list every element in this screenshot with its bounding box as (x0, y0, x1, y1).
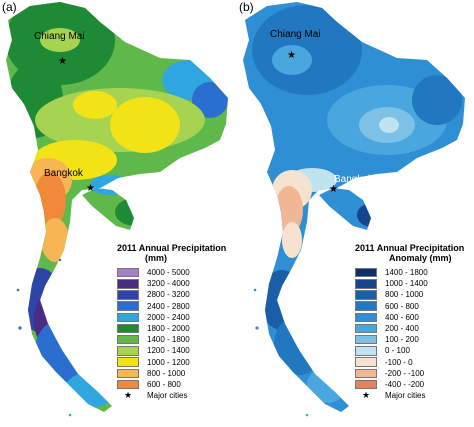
star-icon: ★ (361, 390, 371, 401)
legend-range-label: 2000 - 2400 (147, 312, 190, 322)
legend-row: -200 - -100 (355, 368, 464, 379)
panel-a-precipitation-map: ★ ★ (a) Chiang Mai Bangkok 2011 Annual P… (2, 0, 228, 417)
city-label-chiang-mai-b: Chiang Mai (270, 29, 321, 40)
legend-range-label: 100 - 200 (385, 335, 419, 345)
bangkok-star-a: ★ (86, 183, 95, 194)
legend-row: 100 - 200 (355, 334, 464, 345)
legend-a: 2011 Annual Precipitation (mm) 4000 - 50… (117, 243, 226, 401)
legend-row: -100 - 0 (355, 357, 464, 368)
legend-range-label: -100 - 0 (385, 357, 413, 367)
legend-range-label: -200 - -100 (385, 368, 425, 378)
legend-swatch (117, 301, 139, 311)
legend-row: 1000 - 1400 (355, 278, 464, 289)
legend-swatch (355, 312, 377, 323)
legend-swatch (355, 290, 377, 300)
legend-range-label: 800 - 1000 (385, 290, 424, 300)
legend-row: 2000 - 2400 (117, 312, 226, 323)
legend-swatch (117, 368, 139, 379)
legend-swatch (117, 312, 139, 323)
legend-range-label: 600 - 800 (385, 301, 419, 311)
legend-range-label: 2800 - 3200 (147, 290, 190, 300)
legend-swatch (117, 379, 139, 390)
legend-row: 4000 - 5000 (117, 267, 226, 278)
legend-title-b: 2011 Annual Precipitation Anomaly (mm) (355, 243, 464, 263)
legend-range-label: 1800 - 2000 (147, 324, 190, 334)
star-icon: ★ (123, 390, 133, 401)
legend-swatch (117, 279, 139, 289)
legend-a-major-cities: ★ Major cities (117, 390, 226, 401)
chiang-mai-star-a: ★ (58, 56, 67, 67)
legend-range-label: -400 - -200 (385, 379, 425, 389)
legend-range-label: 600 - 800 (147, 379, 181, 389)
legend-row: 1200 - 1400 (117, 345, 226, 356)
city-label-bangkok-b: Bangkok (334, 174, 373, 185)
legend-range-label: 1400 - 1800 (147, 335, 190, 345)
legend-row: 3200 - 4000 (117, 278, 226, 289)
legend-row: 600 - 800 (117, 379, 226, 390)
legend-row: 1800 - 2000 (117, 323, 226, 334)
legend-row: 200 - 400 (355, 323, 464, 334)
legend-row: 800 - 1000 (355, 289, 464, 300)
legend-range-label: 2400 - 2800 (147, 301, 190, 311)
legend-b-major-cities: ★ Major cities (355, 390, 464, 401)
legend-range-label: 3200 - 4000 (147, 279, 190, 289)
legend-row: 0 - 100 (355, 345, 464, 356)
legend-row: 1000 - 1200 (117, 357, 226, 368)
legend-range-label: 1400 - 1800 (385, 268, 428, 278)
legend-row: 1400 - 1800 (355, 267, 464, 278)
legend-swatch (355, 368, 377, 379)
legend-swatch (355, 267, 377, 278)
map-a-svg: ★ ★ (6, 2, 228, 417)
legend-range-label: 1200 - 1400 (147, 346, 190, 356)
legend-swatch (117, 323, 139, 334)
legend-b: 2011 Annual Precipitation Anomaly (mm) 1… (355, 243, 464, 401)
legend-swatch (117, 267, 139, 278)
legend-range-label: 1000 - 1400 (385, 279, 428, 289)
legend-range-label: 1000 - 1200 (147, 357, 190, 367)
legend-range-label: 800 - 1000 (147, 368, 186, 378)
legend-b-major-cities-label: Major cities (385, 391, 426, 401)
legend-swatch (117, 346, 139, 356)
legend-title-a: 2011 Annual Precipitation (mm) (117, 243, 226, 263)
panel-b-anomaly-map: ★ ★ (b) Chiang Mai Bangkok 2011 Annual P… (237, 0, 474, 427)
legend-swatch (355, 334, 377, 345)
map-b-svg: ★ ★ (243, 2, 465, 417)
bangkok-star-b: ★ (329, 184, 338, 195)
legend-swatch (117, 357, 139, 367)
legend-swatch (355, 301, 377, 311)
panel-letter-a: (a) (2, 0, 17, 14)
legend-row: 800 - 1000 (117, 368, 226, 379)
panel-letter-b: (b) (239, 0, 254, 14)
legend-swatch (355, 279, 377, 289)
legend-range-label: 400 - 600 (385, 312, 419, 322)
legend-range-label: 200 - 400 (385, 324, 419, 334)
legend-swatch (355, 323, 377, 334)
legend-title-b-line2: Anomaly (mm) (389, 253, 452, 263)
chiang-mai-star-b: ★ (287, 50, 296, 61)
legend-swatch (117, 290, 139, 300)
legend-range-label: 0 - 100 (385, 346, 410, 356)
legend-swatch (117, 334, 139, 345)
legend-row: 400 - 600 (355, 312, 464, 323)
legend-row: -400 - -200 (355, 379, 464, 390)
legend-row: 600 - 800 (355, 301, 464, 312)
legend-title-a-line2: (mm) (145, 253, 167, 263)
legend-swatch (355, 357, 377, 367)
legend-a-major-cities-label: Major cities (147, 391, 188, 401)
legend-b-rows: 1400 - 1800 1000 - 1400 800 - 1000 600 - 80… (355, 267, 464, 390)
legend-row: 2800 - 3200 (117, 289, 226, 300)
legend-title-b-line1: 2011 Annual Precipitation (355, 243, 465, 253)
legend-row: 2400 - 2800 (117, 301, 226, 312)
legend-swatch (355, 379, 377, 390)
legend-a-rows: 4000 - 5000 3200 - 4000 2800 - 3200 2400 - … (117, 267, 226, 390)
legend-range-label: 4000 - 5000 (147, 268, 190, 278)
legend-title-a-line1: 2011 Annual Precipitation (117, 243, 227, 253)
city-label-bangkok-a: Bangkok (44, 168, 83, 179)
legend-swatch (355, 346, 377, 356)
city-label-chiang-mai-a: Chiang Mai (34, 31, 85, 42)
legend-row: 1400 - 1800 (117, 334, 226, 345)
